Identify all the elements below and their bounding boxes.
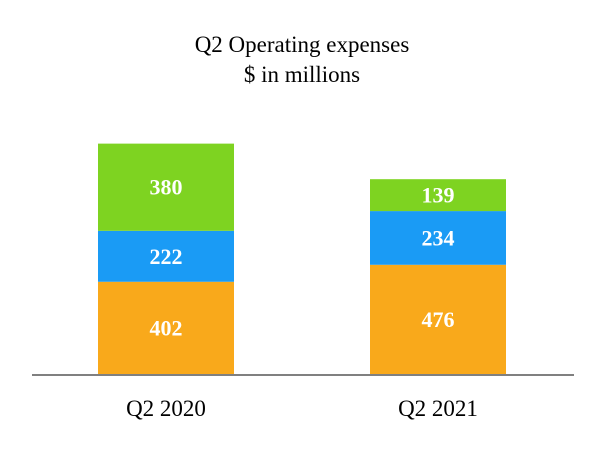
- bar-segment-1-1: [98, 281, 234, 374]
- data-label-1-2: 222: [150, 244, 183, 269]
- bar-segment-2-1: [370, 264, 506, 374]
- bars-layer: 402 222 380 476 234 139: [98, 143, 506, 374]
- data-label-1-1: 402: [150, 315, 183, 340]
- bar-segment-2-2: [370, 211, 506, 265]
- bar-segment-1-3: [98, 143, 234, 231]
- x-tick-label-1: Q2 2020: [126, 396, 206, 421]
- chart-title: Q2 Operating expenses: [195, 32, 410, 57]
- data-label-2-3: 139: [422, 183, 455, 208]
- x-axis-ticks: Q2 2020 Q2 2021: [126, 396, 478, 421]
- data-label-1-3: 380: [150, 175, 183, 200]
- chart-subtitle: $ in millions: [244, 62, 360, 87]
- x-tick-label-2: Q2 2021: [398, 396, 478, 421]
- data-label-2-2: 234: [422, 225, 455, 250]
- bar-segment-1-2: [98, 230, 234, 282]
- data-label-2-1: 476: [422, 307, 455, 332]
- bar-segment-2-3: [370, 179, 506, 212]
